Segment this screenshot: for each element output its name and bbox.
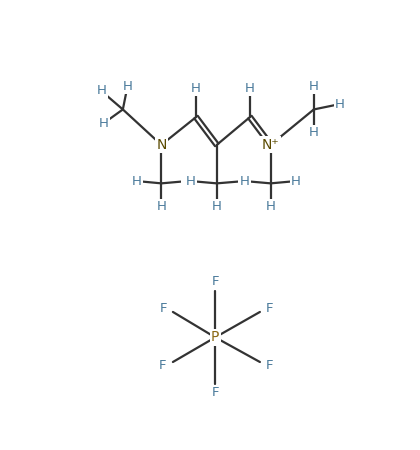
Text: F: F: [265, 302, 273, 315]
Text: P: P: [211, 330, 219, 344]
Text: H: H: [96, 85, 106, 98]
Text: F: F: [212, 386, 219, 399]
Text: H: H: [309, 126, 319, 139]
Text: F: F: [159, 360, 167, 372]
Text: H: H: [266, 200, 276, 213]
Text: H: H: [123, 80, 132, 93]
Text: H: H: [239, 175, 249, 188]
Text: H: H: [183, 175, 192, 188]
Text: N: N: [156, 138, 167, 152]
Text: F: F: [265, 360, 273, 372]
Text: H: H: [239, 175, 249, 188]
Text: N⁺: N⁺: [262, 138, 279, 152]
Text: F: F: [212, 275, 219, 288]
Text: H: H: [291, 175, 301, 188]
Text: H: H: [132, 175, 142, 188]
Text: H: H: [191, 82, 201, 95]
Text: H: H: [245, 82, 255, 95]
Text: H: H: [309, 80, 319, 93]
Text: H: H: [99, 117, 108, 130]
Text: H: H: [212, 200, 222, 213]
Text: H: H: [186, 175, 196, 188]
Text: H: H: [335, 98, 345, 111]
Text: H: H: [156, 200, 166, 213]
Text: F: F: [160, 302, 168, 315]
